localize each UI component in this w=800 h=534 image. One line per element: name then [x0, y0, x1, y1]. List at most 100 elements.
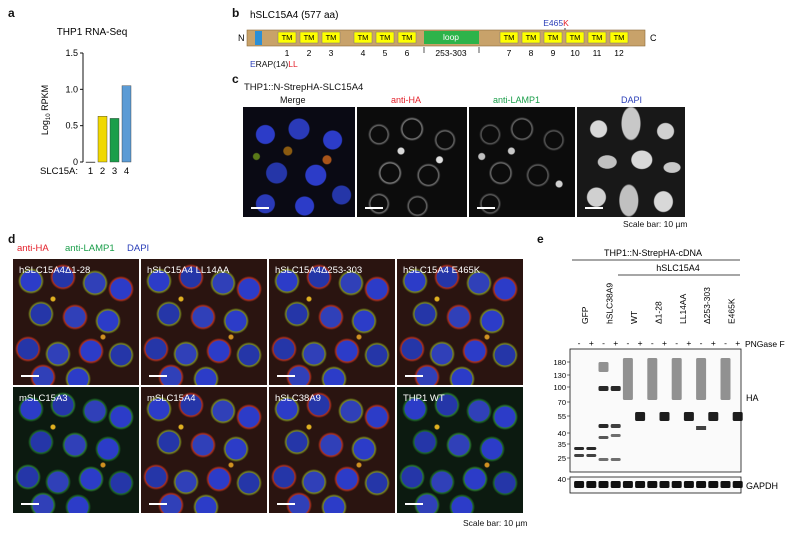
e-band: [610, 424, 621, 428]
d-image-label: hSLC15A4 E465K: [403, 265, 481, 276]
d-image-label: THP1 WT: [403, 393, 445, 404]
e-band: [659, 412, 670, 421]
e-band: [586, 447, 597, 450]
e-lane-5: LL14AA: [678, 293, 688, 324]
bar-slc15a1: [85, 161, 96, 163]
d-scale-bar: [21, 503, 39, 505]
panel-a-bar-chart: THP1 RNA-Seq Log10 RPKM 0 0.5 1.0 1.5 SLC15…: [40, 27, 132, 175]
e-gapdh-band: [708, 481, 719, 488]
tm-domain-5: [375, 31, 395, 44]
bar-slc15a4: [121, 85, 132, 163]
x-tick-label: 2: [100, 166, 105, 175]
e-pngase-sign: -: [675, 338, 678, 348]
c-terminus-label: C: [650, 33, 657, 43]
tm-domain-2: [299, 31, 319, 44]
tm-domain-4: [353, 31, 373, 44]
d-legend-lamp1: anti-LAMP1: [65, 243, 115, 254]
c-lamp1-image: [468, 106, 576, 218]
tm-number-6: 6: [405, 48, 410, 58]
c-dapi-scale-bar: [585, 207, 603, 209]
e-band: [598, 424, 609, 428]
d-scale-bar-note: Scale bar: 10 µm: [463, 518, 528, 528]
panel-e-letter: e: [537, 232, 544, 246]
y-tick-label: 0.5: [65, 121, 78, 131]
tm-label: TM: [548, 33, 559, 42]
tm-label: TM: [282, 33, 293, 42]
e-pngase-sign: -: [651, 338, 654, 348]
c-col-label-lamp1: anti-LAMP1: [493, 95, 541, 105]
d-legend-ha: anti-HA: [17, 243, 49, 254]
e-gapdh-band: [622, 481, 633, 488]
tm-label: TM: [526, 33, 537, 42]
e-band: [598, 458, 609, 461]
tm-number-5: 5: [383, 48, 388, 58]
d-scale-bar: [21, 375, 39, 377]
d-image-label: hSLC38A9: [275, 393, 321, 404]
e-gapdh-band: [586, 481, 597, 488]
e-lane-4: Δ1-28: [653, 301, 663, 324]
e-gapdh-band: [598, 481, 609, 488]
e-pngase-sign: -: [626, 338, 629, 348]
tm-domain-7: [499, 31, 519, 44]
d-image-4: hSLC15A4 E465K: [396, 258, 524, 386]
tm-label: TM: [402, 33, 413, 42]
panel-c-letter: c: [232, 72, 239, 86]
x-tick-label: 1: [88, 166, 93, 175]
e-band: [598, 386, 609, 391]
e-band: [574, 454, 585, 457]
tm-label: TM: [504, 33, 515, 42]
panel-c-title: THP1::N-StrepHA-SLC15A4: [244, 82, 364, 93]
e-band: [635, 412, 646, 421]
x-tick-label: 4: [124, 166, 129, 175]
e-marker-40: 40: [558, 429, 566, 438]
n-terminal-motif: [255, 31, 262, 45]
tm-label: TM: [614, 33, 625, 42]
e-pngase-sign: +: [662, 338, 667, 348]
c-merge-scale-bar: [251, 207, 269, 209]
e-gapdh-band: [671, 481, 682, 488]
d-image-grid: hSLC15A4Δ1-28 hSLC15A4 LL14AA hSLC15A4Δ253…: [12, 258, 524, 514]
e-gapdh-band: [659, 481, 670, 488]
x-tick-label: 3: [112, 166, 117, 175]
tm-domain-10: [565, 31, 585, 44]
slc15a4-domain-diagram: hSLC15A4 (577 aa) E465K N C TM TM TM TM TM TM…: [238, 10, 657, 69]
d-legend-dapi: DAPI: [127, 243, 150, 254]
c-lamp1-scale-bar: [477, 207, 495, 209]
chart-title: THP1 RNA-Seq: [57, 27, 128, 38]
tm-number-10: 10: [570, 48, 580, 58]
bar-slc15a2: [97, 116, 108, 163]
e-lane-2: hSLC38A9: [605, 283, 615, 324]
tm-number-2: 2: [307, 48, 312, 58]
loop-range-label: 253-303: [435, 48, 466, 58]
c-col-label-ha: anti-HA: [391, 95, 422, 105]
e-title: THP1::N-StrepHA-cDNA: [604, 248, 702, 258]
y-tick-label: 1.0: [65, 84, 78, 94]
d-scale-bar: [277, 503, 295, 505]
d-image-label: mSLC15A4: [147, 393, 196, 404]
tm-number-8: 8: [529, 48, 534, 58]
panel-a-letter: a: [8, 6, 15, 20]
e-pngase-sign: +: [735, 338, 740, 348]
bar-slc15a3: [109, 118, 120, 163]
e-band: [732, 412, 743, 421]
e-gapdh-band: [683, 481, 694, 488]
e-pngase-sign: -: [578, 338, 581, 348]
panel-d-letter: d: [8, 232, 16, 246]
d-image-5: mSLC15A3: [12, 386, 140, 514]
tm-domain-9: [543, 31, 563, 44]
e-loading-marker: 40: [558, 475, 566, 484]
c-dapi-image: [576, 106, 686, 218]
d-scale-bar: [149, 375, 167, 377]
tm-number-11: 11: [593, 48, 602, 58]
e-gapdh-band: [610, 481, 621, 488]
tm-label: TM: [592, 33, 603, 42]
d-image-2: hSLC15A4 LL14AA: [140, 258, 268, 386]
c-ha-scale-bar: [365, 207, 383, 209]
e-band: [610, 458, 621, 461]
e-group-label: hSLC15A4: [656, 263, 700, 273]
e-gapdh-band: [574, 481, 585, 488]
e-lane-1: GFP: [580, 306, 590, 324]
tm-domain-6: [397, 31, 417, 44]
e-band: [586, 454, 597, 457]
e-pngase-sign: +: [686, 338, 691, 348]
